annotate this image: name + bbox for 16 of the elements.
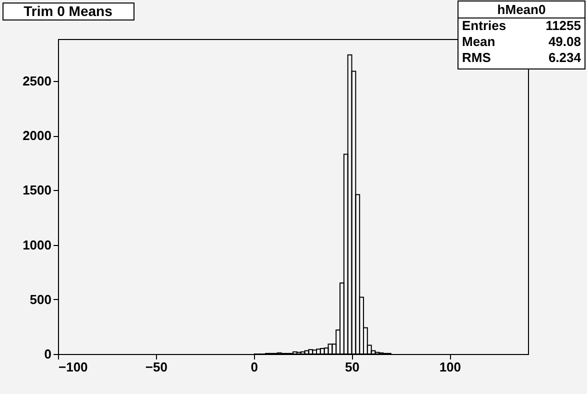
x-tick-label: −50 bbox=[145, 360, 168, 374]
text: hMean0 bbox=[497, 2, 546, 17]
chart-title: Trim 0 Means bbox=[24, 3, 113, 19]
text: Entries 11255 bbox=[462, 18, 581, 33]
x-tick-label: 0 bbox=[250, 360, 258, 374]
y-tick-label: 0 bbox=[44, 346, 52, 362]
y-tick-label: 2500 bbox=[22, 74, 52, 89]
x-tick-label: 50 bbox=[345, 360, 360, 374]
x-tick-label: 100 bbox=[439, 360, 462, 374]
y-tick-label: 500 bbox=[30, 292, 52, 307]
text: Mean 49.08 bbox=[462, 34, 581, 49]
text: RMS 6.234 bbox=[462, 50, 581, 65]
y-tick-label: 1000 bbox=[22, 237, 52, 252]
x-tick-label: −100 bbox=[58, 360, 88, 374]
y-tick-label: 2000 bbox=[22, 128, 52, 144]
y-tick-label: 1500 bbox=[22, 182, 52, 198]
